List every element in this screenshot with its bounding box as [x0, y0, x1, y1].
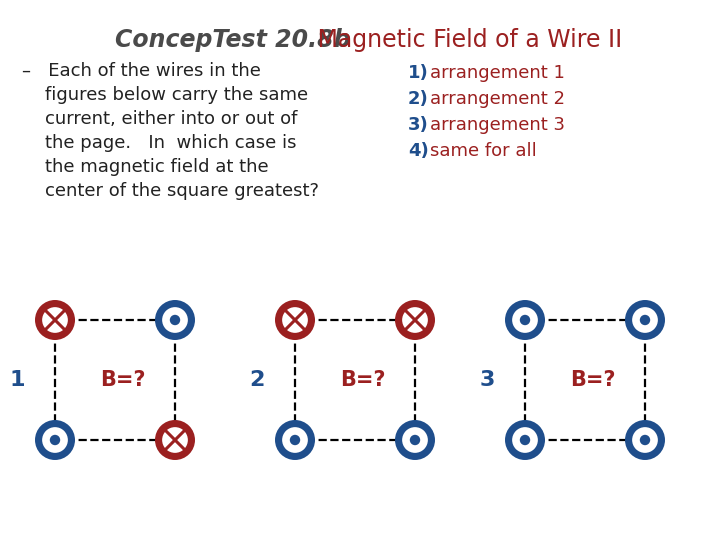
- Text: 2: 2: [250, 370, 265, 390]
- Text: arrangement 1: arrangement 1: [430, 64, 565, 82]
- Circle shape: [400, 426, 429, 454]
- Circle shape: [275, 300, 315, 340]
- Text: 1: 1: [9, 370, 25, 390]
- Text: B=?: B=?: [570, 370, 616, 390]
- Circle shape: [35, 420, 75, 460]
- Circle shape: [50, 435, 60, 445]
- Circle shape: [520, 315, 530, 325]
- Circle shape: [155, 420, 195, 460]
- Circle shape: [520, 435, 530, 445]
- Text: Magnetic Field of a Wire II: Magnetic Field of a Wire II: [310, 28, 622, 52]
- Text: 4): 4): [408, 142, 428, 160]
- Text: center of the square greatest?: center of the square greatest?: [22, 182, 319, 200]
- Circle shape: [631, 426, 660, 454]
- Circle shape: [170, 315, 180, 325]
- Circle shape: [40, 306, 69, 334]
- Circle shape: [161, 426, 189, 454]
- Text: the magnetic field at the: the magnetic field at the: [22, 158, 269, 176]
- Circle shape: [35, 300, 75, 340]
- Text: arrangement 2: arrangement 2: [430, 90, 565, 108]
- Text: the page.   In  which case is: the page. In which case is: [22, 134, 297, 152]
- Circle shape: [400, 306, 429, 334]
- Text: arrangement 3: arrangement 3: [430, 116, 565, 134]
- Circle shape: [289, 435, 300, 445]
- Circle shape: [510, 306, 539, 334]
- Circle shape: [281, 426, 310, 454]
- Text: 2): 2): [408, 90, 428, 108]
- Circle shape: [281, 306, 310, 334]
- Circle shape: [395, 300, 435, 340]
- Circle shape: [640, 315, 650, 325]
- Text: ConcepTest 20.8b: ConcepTest 20.8b: [115, 28, 351, 52]
- Text: figures below carry the same: figures below carry the same: [22, 86, 308, 104]
- Text: same for all: same for all: [430, 142, 536, 160]
- Circle shape: [510, 426, 539, 454]
- Text: 3: 3: [480, 370, 495, 390]
- Circle shape: [505, 420, 545, 460]
- Circle shape: [275, 420, 315, 460]
- Text: –   Each of the wires in the: – Each of the wires in the: [22, 62, 261, 80]
- Circle shape: [625, 420, 665, 460]
- Text: 1): 1): [408, 64, 428, 82]
- Text: 3): 3): [408, 116, 428, 134]
- Circle shape: [161, 306, 189, 334]
- Circle shape: [505, 300, 545, 340]
- Circle shape: [410, 435, 420, 445]
- Circle shape: [625, 300, 665, 340]
- Circle shape: [631, 306, 660, 334]
- Circle shape: [640, 435, 650, 445]
- Text: current, either into or out of: current, either into or out of: [22, 110, 297, 128]
- Text: B=?: B=?: [341, 370, 386, 390]
- Circle shape: [395, 420, 435, 460]
- Circle shape: [40, 426, 69, 454]
- Text: B=?: B=?: [100, 370, 145, 390]
- Circle shape: [155, 300, 195, 340]
